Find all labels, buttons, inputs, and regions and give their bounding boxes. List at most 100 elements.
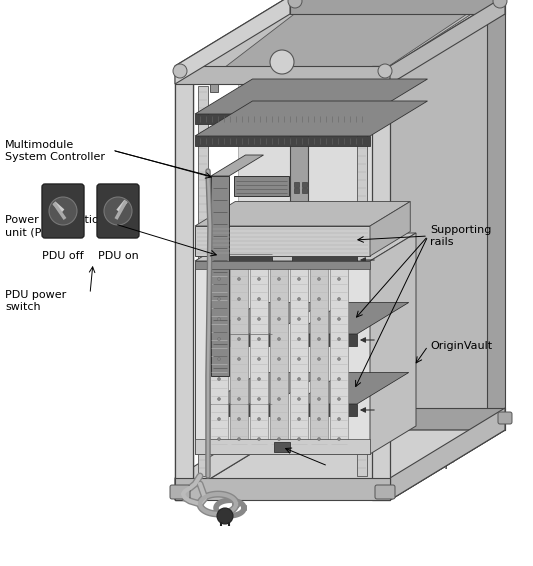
- Circle shape: [318, 358, 320, 361]
- Polygon shape: [370, 201, 410, 256]
- Circle shape: [297, 358, 301, 361]
- Circle shape: [238, 298, 240, 301]
- Circle shape: [337, 397, 341, 401]
- Circle shape: [238, 418, 240, 421]
- Polygon shape: [195, 136, 370, 146]
- Circle shape: [493, 0, 507, 8]
- Polygon shape: [390, 408, 505, 500]
- Circle shape: [297, 337, 301, 341]
- Circle shape: [297, 418, 301, 421]
- Circle shape: [278, 378, 280, 380]
- Circle shape: [278, 337, 280, 341]
- Polygon shape: [175, 430, 505, 500]
- Polygon shape: [208, 254, 272, 266]
- Circle shape: [270, 50, 294, 74]
- Polygon shape: [208, 404, 272, 416]
- Polygon shape: [292, 334, 357, 346]
- Polygon shape: [195, 261, 370, 269]
- Circle shape: [257, 277, 261, 281]
- Circle shape: [278, 298, 280, 301]
- Circle shape: [337, 438, 341, 440]
- Polygon shape: [208, 372, 324, 404]
- Circle shape: [337, 418, 341, 421]
- Polygon shape: [390, 0, 505, 500]
- Polygon shape: [292, 404, 357, 416]
- Circle shape: [217, 358, 221, 361]
- Circle shape: [238, 277, 240, 281]
- Polygon shape: [292, 302, 409, 334]
- Polygon shape: [370, 233, 416, 454]
- Circle shape: [318, 397, 320, 401]
- Circle shape: [217, 378, 221, 380]
- Circle shape: [337, 337, 341, 341]
- Circle shape: [297, 438, 301, 440]
- Polygon shape: [250, 266, 268, 449]
- Circle shape: [318, 298, 320, 301]
- Polygon shape: [195, 261, 370, 454]
- Polygon shape: [208, 222, 324, 254]
- FancyBboxPatch shape: [498, 412, 512, 424]
- Circle shape: [257, 318, 261, 320]
- Polygon shape: [292, 222, 409, 254]
- Bar: [294, 182, 299, 187]
- Circle shape: [378, 64, 392, 78]
- Polygon shape: [175, 66, 390, 84]
- FancyBboxPatch shape: [42, 184, 84, 238]
- Circle shape: [257, 397, 261, 401]
- Circle shape: [257, 358, 261, 361]
- Circle shape: [49, 197, 77, 225]
- FancyBboxPatch shape: [97, 184, 139, 238]
- Polygon shape: [195, 114, 370, 124]
- Polygon shape: [175, 66, 193, 500]
- Circle shape: [238, 378, 240, 380]
- Polygon shape: [357, 86, 367, 476]
- Circle shape: [173, 64, 187, 78]
- Polygon shape: [210, 266, 228, 449]
- Circle shape: [318, 337, 320, 341]
- Text: Multimodule
System Controller: Multimodule System Controller: [5, 140, 105, 162]
- Circle shape: [217, 418, 221, 421]
- Circle shape: [217, 298, 221, 301]
- Circle shape: [257, 418, 261, 421]
- Polygon shape: [175, 0, 290, 84]
- Circle shape: [257, 438, 261, 440]
- Polygon shape: [195, 439, 370, 454]
- Circle shape: [278, 318, 280, 320]
- Text: Supporting
rails: Supporting rails: [430, 225, 491, 247]
- Polygon shape: [175, 0, 505, 66]
- Circle shape: [278, 277, 280, 281]
- Polygon shape: [208, 302, 324, 334]
- Polygon shape: [290, 0, 505, 14]
- Circle shape: [217, 277, 221, 281]
- Circle shape: [318, 318, 320, 320]
- Bar: [294, 188, 299, 193]
- Polygon shape: [195, 101, 427, 136]
- Polygon shape: [372, 66, 390, 500]
- Text: OriginVault: OriginVault: [430, 341, 492, 351]
- Polygon shape: [211, 155, 263, 176]
- Polygon shape: [189, 0, 496, 76]
- Bar: [302, 182, 307, 187]
- Circle shape: [297, 277, 301, 281]
- Polygon shape: [290, 408, 505, 430]
- Polygon shape: [195, 201, 410, 226]
- Circle shape: [278, 438, 280, 440]
- Circle shape: [238, 318, 240, 320]
- Circle shape: [278, 358, 280, 361]
- Circle shape: [318, 277, 320, 281]
- Circle shape: [217, 337, 221, 341]
- Text: PDU power
switch: PDU power switch: [5, 290, 66, 312]
- Polygon shape: [195, 233, 416, 261]
- Circle shape: [318, 438, 320, 440]
- Circle shape: [288, 0, 302, 8]
- Polygon shape: [292, 254, 357, 266]
- Polygon shape: [208, 302, 409, 333]
- Circle shape: [238, 358, 240, 361]
- Text: Module power switch: Module power switch: [330, 461, 448, 471]
- Circle shape: [217, 318, 221, 320]
- Polygon shape: [208, 221, 409, 253]
- Circle shape: [318, 378, 320, 380]
- Circle shape: [238, 438, 240, 440]
- Circle shape: [337, 378, 341, 380]
- Polygon shape: [195, 226, 370, 256]
